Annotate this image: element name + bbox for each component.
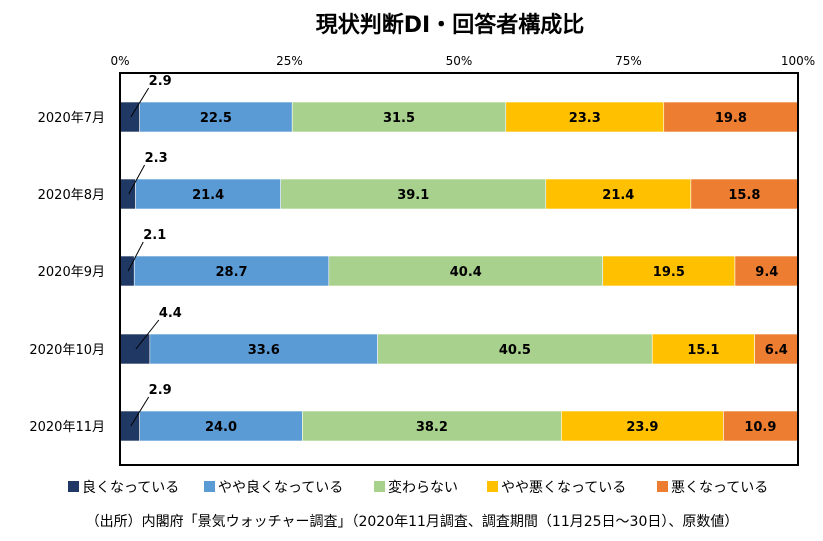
bar-segment bbox=[561, 410, 724, 442]
bar-segment bbox=[139, 410, 303, 442]
bar-segment bbox=[651, 333, 755, 365]
bar-segment bbox=[139, 101, 293, 133]
value-label: 38.2 bbox=[416, 420, 448, 435]
bar-segment bbox=[119, 178, 136, 210]
value-labels: 2.9 22.5 31.5 23.3 19.8 2.3 21.4 39.1 21.4 15.8 2.… bbox=[127, 74, 788, 435]
x-tick-label: 25% bbox=[276, 54, 303, 68]
value-label: 15.1 bbox=[687, 343, 719, 358]
value-label: 10.9 bbox=[744, 420, 776, 435]
x-tick-label: 75% bbox=[615, 54, 642, 68]
value-label: 2.3 bbox=[145, 151, 168, 166]
bar-segment bbox=[602, 255, 736, 287]
category-labels: 2020年7月 2020年8月 2020年9月 2020年10月 2020年11月 bbox=[29, 111, 105, 435]
legend-swatch bbox=[657, 481, 668, 492]
value-label: 28.7 bbox=[215, 265, 247, 280]
legend-label: やや悪くなっている bbox=[501, 480, 626, 496]
legend-swatch bbox=[487, 481, 498, 492]
bar-segment bbox=[723, 410, 798, 442]
legend: 良くなっている やや良くなっている 変わらない やや悪くなっている 悪くなっている bbox=[68, 479, 768, 496]
bar-segment bbox=[119, 255, 135, 287]
legend-swatch bbox=[204, 481, 215, 492]
leader-line bbox=[130, 87, 150, 118]
bar-segment bbox=[377, 333, 653, 365]
bar-segment bbox=[754, 333, 799, 365]
category-label: 2020年11月 bbox=[29, 420, 105, 435]
value-label: 9.4 bbox=[755, 265, 778, 280]
bar-segment bbox=[119, 333, 151, 365]
value-label: 2.9 bbox=[149, 74, 172, 89]
legend-label: 悪くなっている bbox=[671, 480, 768, 496]
category-label: 2020年8月 bbox=[38, 188, 105, 203]
value-label: 23.3 bbox=[569, 111, 601, 126]
value-label: 39.1 bbox=[397, 188, 429, 203]
bar-segment bbox=[149, 333, 378, 365]
value-label: 19.5 bbox=[653, 265, 685, 280]
leader-line bbox=[127, 241, 144, 272]
leader-line bbox=[130, 396, 150, 427]
legend-label: 良くなっている bbox=[82, 480, 179, 496]
bar-segment bbox=[545, 178, 692, 210]
value-label: 23.9 bbox=[626, 420, 658, 435]
value-label: 15.8 bbox=[728, 188, 760, 203]
value-label: 33.6 bbox=[248, 343, 280, 358]
leader-line bbox=[135, 319, 160, 350]
bar-segment bbox=[328, 255, 604, 287]
value-label: 4.4 bbox=[159, 306, 182, 321]
value-label: 2.1 bbox=[143, 228, 166, 243]
bar-segment bbox=[280, 178, 547, 210]
plot-area-border bbox=[119, 72, 799, 466]
leader-line bbox=[128, 164, 146, 195]
x-tick-label: 100% bbox=[781, 54, 815, 68]
bar-segment bbox=[663, 101, 799, 133]
value-label: 6.4 bbox=[765, 343, 788, 358]
category-label: 2020年10月 bbox=[29, 343, 105, 358]
x-axis-tick-labels: 0% 25% 50% 75% 100% bbox=[110, 54, 815, 68]
source-note: （出所）内閣府「景気ウォッチャー調査」（2020年11月調査、調査期間（11月2… bbox=[86, 514, 739, 530]
category-label: 2020年7月 bbox=[38, 111, 105, 126]
value-label: 40.5 bbox=[499, 343, 531, 358]
bar-segment bbox=[690, 178, 799, 210]
bar-segment bbox=[135, 178, 281, 210]
value-label: 2.9 bbox=[149, 383, 172, 398]
value-label: 22.5 bbox=[200, 111, 232, 126]
chart-title: 現状判断DI・回答者構成比 bbox=[316, 12, 584, 38]
value-label: 19.8 bbox=[715, 111, 747, 126]
value-label: 21.4 bbox=[192, 188, 224, 203]
value-label: 40.4 bbox=[450, 265, 482, 280]
bar-segments bbox=[119, 101, 799, 442]
legend-swatch bbox=[68, 481, 79, 492]
value-label: 24.0 bbox=[205, 420, 237, 435]
bar-segment bbox=[291, 101, 507, 133]
legend-label: 変わらない bbox=[388, 479, 458, 496]
category-label: 2020年9月 bbox=[38, 265, 105, 280]
x-tick-label: 50% bbox=[446, 54, 473, 68]
x-tick-label: 0% bbox=[110, 54, 129, 68]
value-label: 31.5 bbox=[383, 111, 415, 126]
bar-segment bbox=[133, 255, 330, 287]
legend-label: やや良くなっている bbox=[218, 480, 343, 496]
value-label: 21.4 bbox=[602, 188, 634, 203]
bar-segment bbox=[505, 101, 665, 133]
legend-swatch bbox=[374, 481, 385, 492]
